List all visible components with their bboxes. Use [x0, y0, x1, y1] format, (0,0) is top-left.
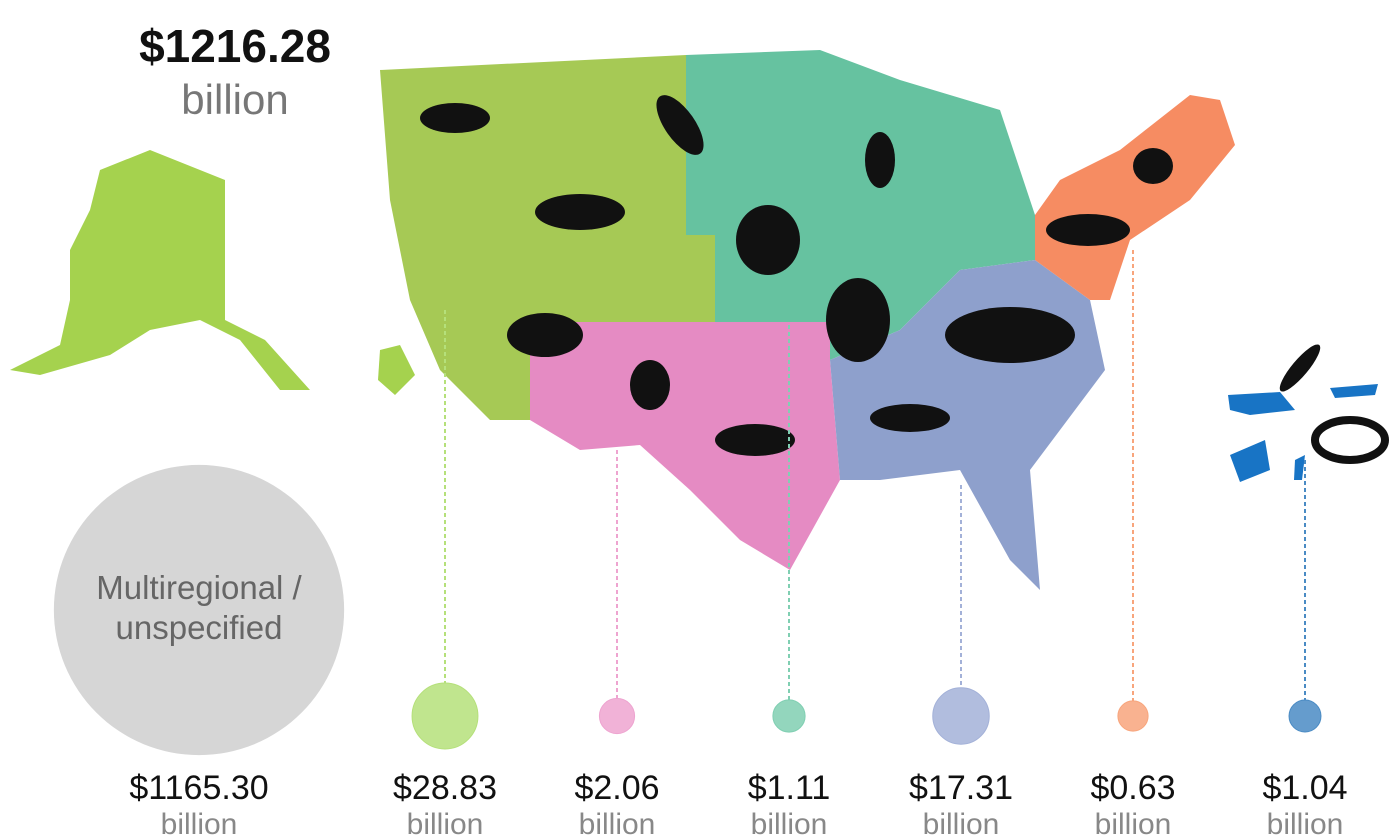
- value-label: $17.31: [909, 769, 1013, 807]
- unit-label: billion: [1267, 808, 1344, 840]
- bubble: [598, 697, 636, 735]
- silhouettes: [420, 95, 1389, 464]
- value-label: $1.04: [1262, 769, 1347, 807]
- value-label: $1165.30: [129, 769, 268, 807]
- region-midwest: [686, 50, 1035, 360]
- bubble: [932, 687, 990, 745]
- total-unit: billion: [181, 76, 288, 123]
- bubble: [53, 464, 345, 756]
- unit-label: billion: [923, 808, 1000, 840]
- unit-label: billion: [1095, 808, 1172, 840]
- unit-label: billion: [161, 808, 238, 840]
- value-label: $2.06: [574, 769, 659, 807]
- value-label: $1.11: [748, 769, 831, 807]
- unit-label: billion: [579, 808, 656, 840]
- category-label: Multiregional / unspecified: [96, 569, 302, 646]
- unit-label: billion: [407, 808, 484, 840]
- hawaii: [378, 345, 415, 395]
- alaska: [10, 150, 310, 390]
- unit-label: billion: [751, 808, 828, 840]
- region-southwest: [530, 322, 840, 570]
- region-west: [380, 55, 715, 420]
- map: [10, 50, 1389, 590]
- total-value: $1216.28: [139, 20, 331, 72]
- territories: [1228, 384, 1378, 482]
- value-label: $28.83: [393, 769, 497, 807]
- bubble: [411, 682, 479, 750]
- bubble: [772, 699, 806, 733]
- bubble: [1117, 700, 1149, 732]
- value-label: $0.63: [1090, 769, 1175, 807]
- region-northeast: [1035, 95, 1235, 300]
- bubble: [1288, 699, 1322, 733]
